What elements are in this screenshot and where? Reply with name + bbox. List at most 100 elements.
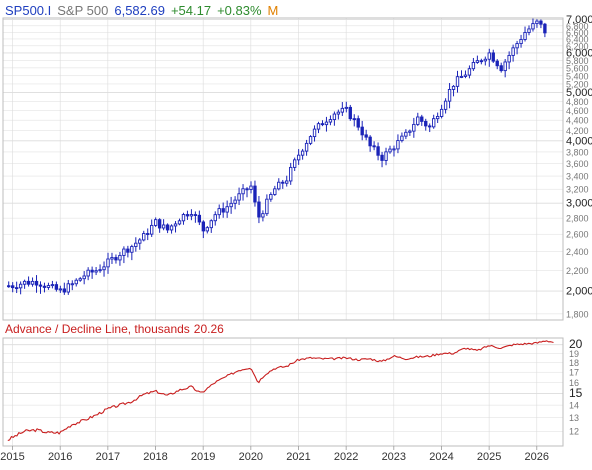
- indicator-panel-frame: [2, 337, 564, 447]
- candle-body: [209, 220, 213, 229]
- candle: [420, 114, 424, 126]
- chart-header: SP500.I S&P 500 6,582.69 +54.17 +0.83% M: [5, 3, 278, 18]
- candle-body: [471, 61, 476, 70]
- candle: [424, 118, 428, 131]
- indicator-y-tick-label: 13: [569, 413, 579, 423]
- candle: [400, 132, 404, 143]
- candle-body: [22, 280, 27, 285]
- candle-body: [189, 214, 194, 217]
- candle: [181, 212, 186, 225]
- candle-body: [479, 60, 484, 63]
- candle: [352, 114, 356, 127]
- candle: [205, 225, 209, 234]
- candle: [161, 219, 166, 231]
- candle: [233, 196, 237, 210]
- candle: [257, 196, 261, 224]
- indicator-value-label: 20.26: [194, 322, 224, 336]
- main-y-tick-label: 2,600: [566, 230, 589, 240]
- price-label: 6,582.69: [114, 3, 165, 18]
- candle-body: [304, 142, 309, 152]
- candle: [102, 261, 106, 277]
- candle: [296, 149, 301, 165]
- indicator-header: Advance / Decline Line, thousands 20.26: [5, 322, 224, 336]
- candle-body: [285, 180, 289, 184]
- candle: [328, 115, 333, 126]
- change-label: +54.17: [171, 3, 211, 18]
- candle-body: [138, 239, 142, 244]
- candle: [138, 237, 142, 250]
- candle-body: [114, 257, 118, 261]
- candle-body: [535, 20, 539, 25]
- main-y-tick-label: 2,200: [566, 266, 589, 276]
- candle-body: [380, 154, 384, 161]
- candle: [467, 65, 472, 79]
- candle-body: [420, 116, 424, 122]
- candle-body: [388, 148, 392, 153]
- candle: [340, 102, 345, 116]
- candle: [7, 281, 11, 288]
- main-y-tick-label: 4,600: [566, 106, 589, 116]
- candle-body: [324, 121, 329, 126]
- main-y-tick-label: 3,200: [566, 185, 589, 195]
- candle-body: [344, 106, 348, 109]
- candle: [38, 281, 43, 294]
- x-tick-label: 2020: [239, 451, 263, 463]
- candle-body: [50, 284, 55, 287]
- main-y-tick-label: 3,600: [566, 159, 589, 169]
- candle-body: [292, 159, 297, 168]
- main-y-tick-label: 6,800: [566, 21, 589, 31]
- candle-body: [126, 248, 130, 253]
- candle-body: [142, 233, 146, 241]
- candle: [261, 210, 265, 222]
- candle: [531, 18, 535, 32]
- candle: [165, 223, 170, 234]
- candle: [487, 48, 491, 67]
- main-y-tick-label: 6,200: [566, 41, 589, 51]
- x-tick-label: 2024: [429, 451, 453, 463]
- candle-body: [332, 113, 337, 121]
- candle-body: [18, 283, 23, 289]
- candle-body: [277, 181, 281, 190]
- candle-body: [82, 275, 86, 280]
- main-y-tick-label: 5,200: [566, 79, 589, 89]
- candle-body: [221, 208, 225, 213]
- candle: [62, 282, 67, 295]
- candle: [360, 120, 364, 141]
- candle: [253, 180, 257, 207]
- candle: [380, 151, 384, 168]
- candle: [515, 40, 519, 55]
- candle-body: [90, 269, 94, 273]
- candle-body: [507, 54, 511, 63]
- candle-body: [213, 214, 217, 222]
- main-y-tick-label: 4,800: [566, 97, 589, 107]
- candle: [443, 98, 448, 114]
- candle-body: [165, 224, 170, 231]
- x-tick-label: 2021: [286, 451, 310, 463]
- candle: [376, 142, 380, 161]
- candle-body: [78, 278, 82, 281]
- candle-body: [328, 119, 333, 123]
- main-y-tick-label: 5,600: [566, 63, 589, 73]
- main-y-tick-label: 7,000: [566, 14, 592, 26]
- candle-body: [360, 126, 364, 136]
- candle-body: [197, 214, 202, 223]
- candle: [447, 83, 452, 109]
- candle-body: [157, 219, 162, 229]
- candle: [14, 281, 19, 294]
- change-pct-label: +0.83%: [217, 3, 262, 18]
- candle-body: [98, 269, 102, 272]
- candle-body: [161, 224, 166, 229]
- candle-body: [173, 223, 178, 227]
- candle: [300, 148, 305, 160]
- indicator-y-tick-label: 15: [569, 386, 583, 400]
- candle-body: [523, 32, 527, 40]
- candle-body: [102, 266, 106, 271]
- candle: [503, 58, 507, 78]
- candle: [122, 246, 126, 264]
- candle-body: [249, 185, 253, 190]
- candle: [312, 125, 317, 142]
- candle: [455, 70, 460, 93]
- candle: [70, 280, 74, 291]
- candle-body: [261, 213, 265, 218]
- indicator-y-tick-label: 19: [569, 349, 579, 359]
